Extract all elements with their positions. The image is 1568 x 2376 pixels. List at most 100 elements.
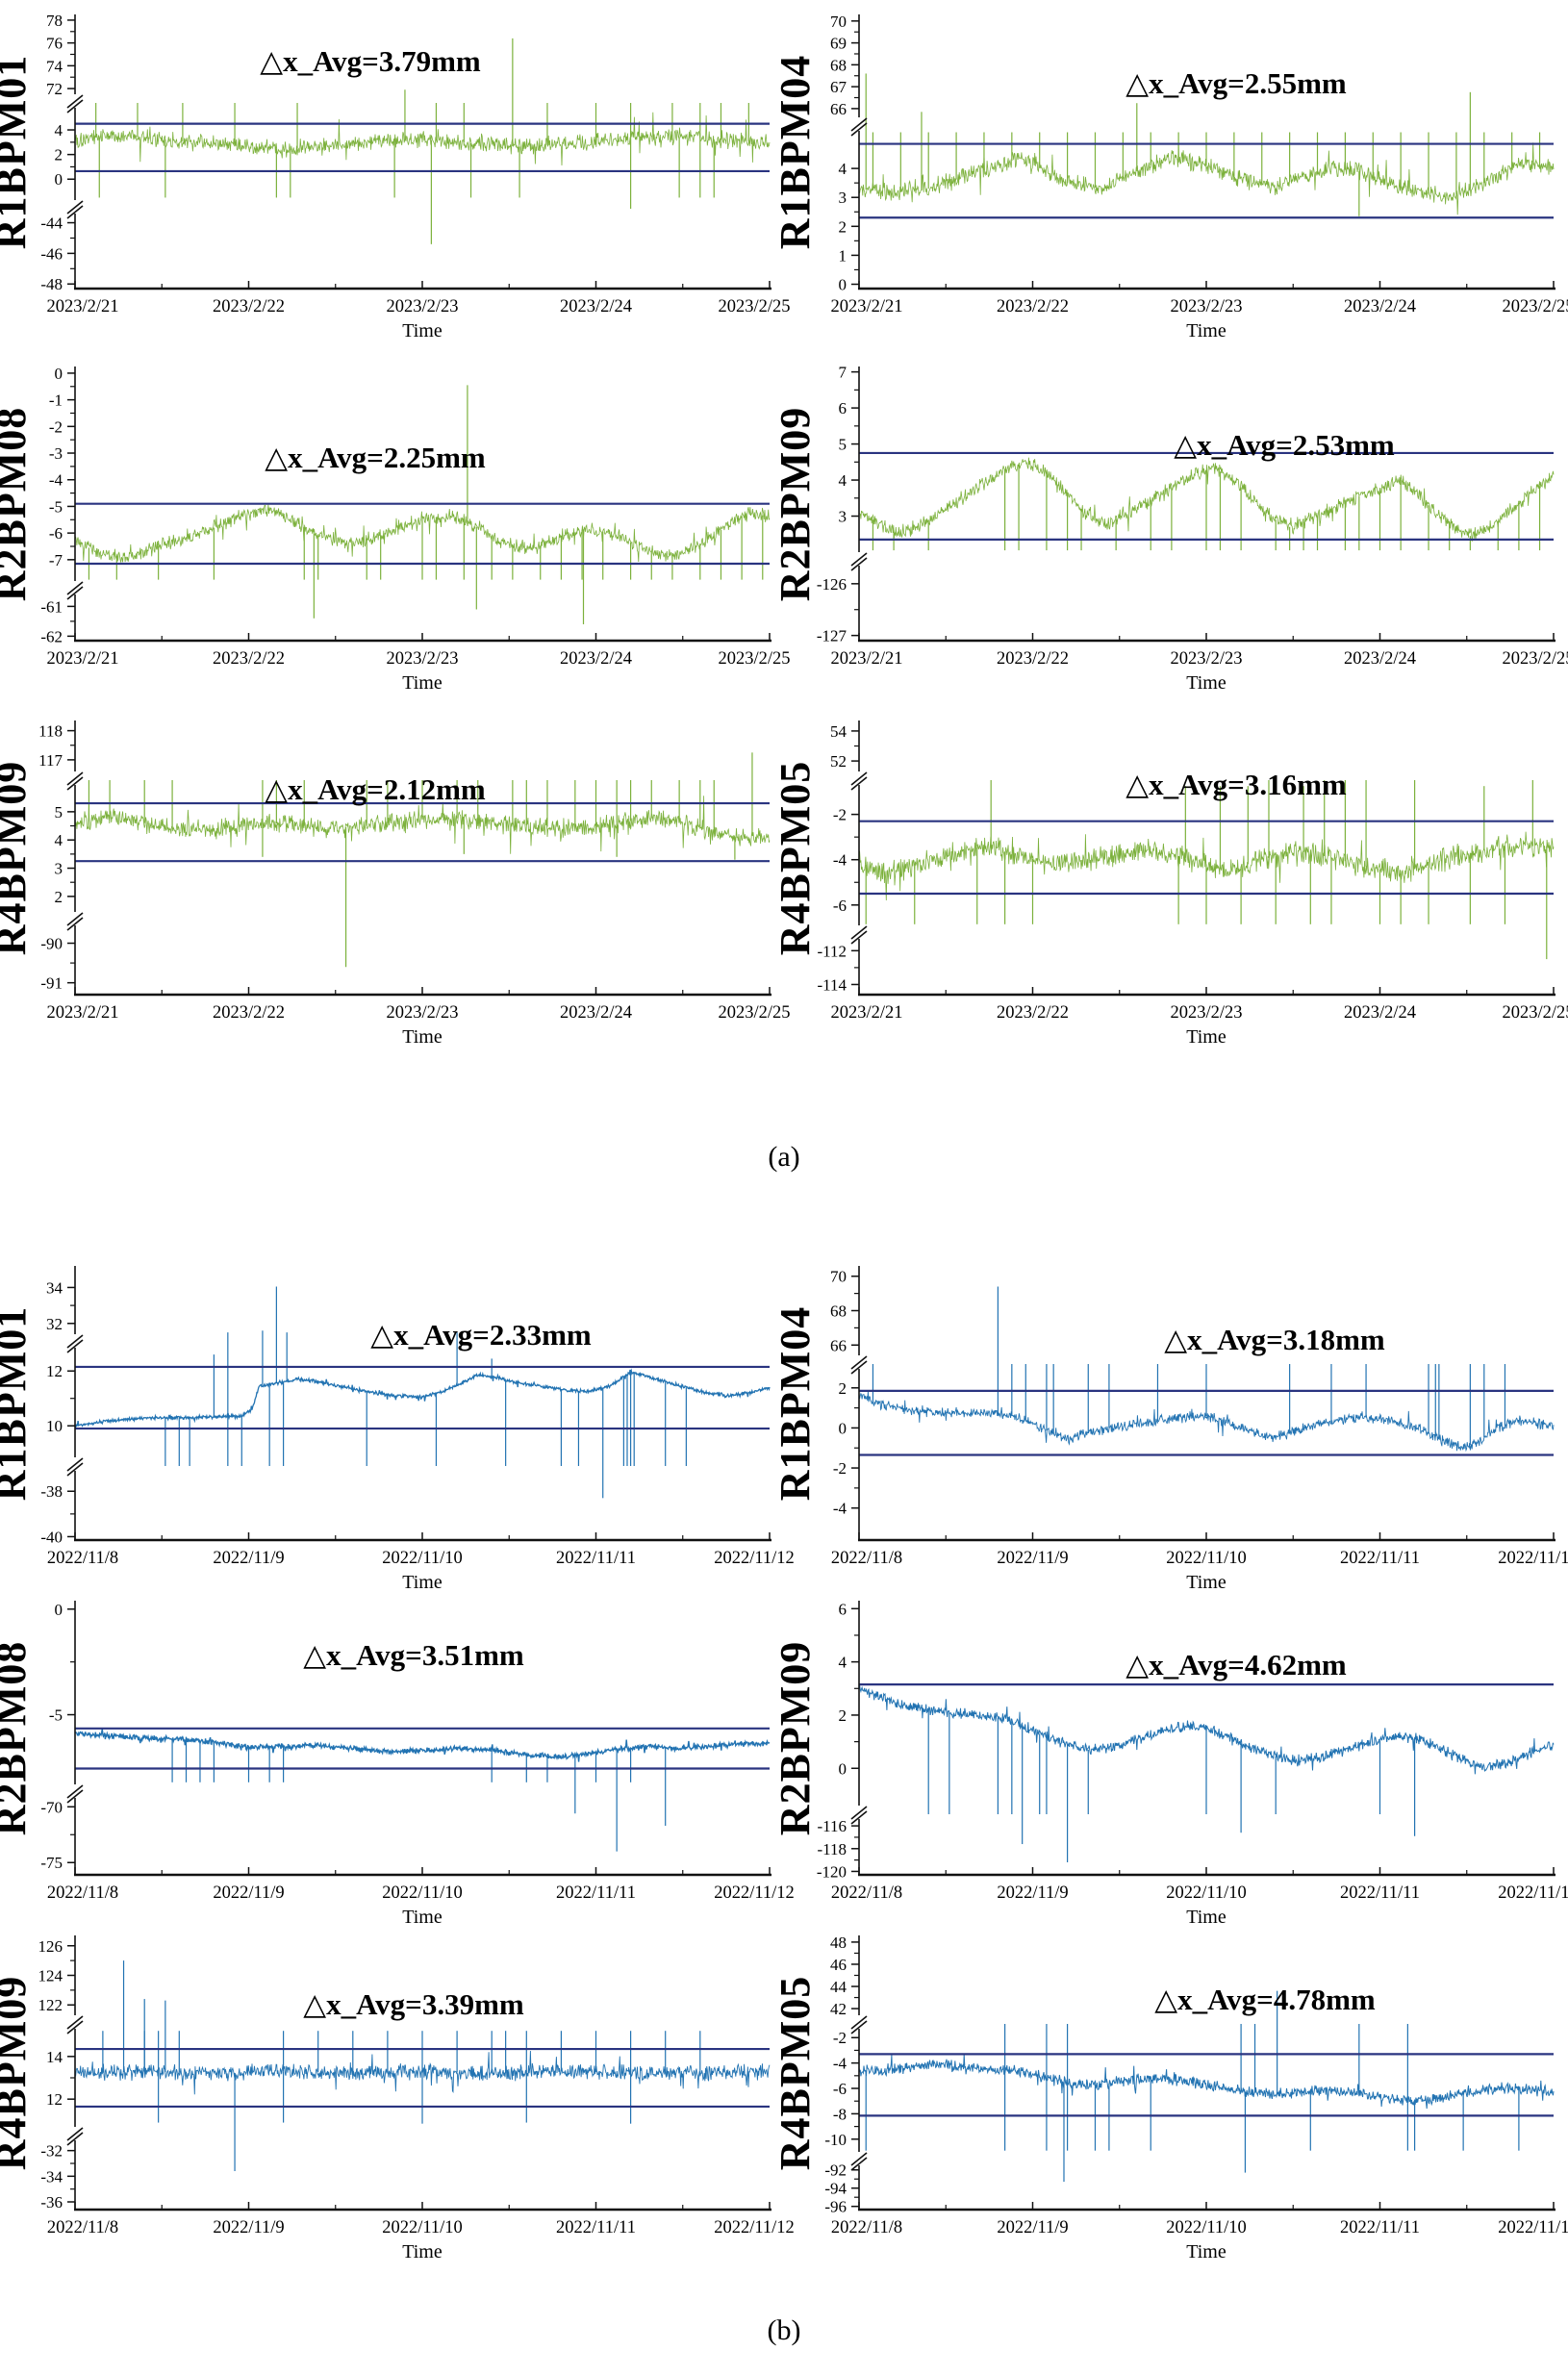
svg-text:-127: -127 [817,627,847,645]
svg-text:2023/2/24: 2023/2/24 [1344,297,1416,316]
svg-text:2023/2/22: 2023/2/22 [997,1003,1069,1023]
svg-text:12: 12 [46,1362,63,1380]
svg-text:1: 1 [839,246,847,265]
svg-text:-120: -120 [817,1862,847,1881]
svg-text:Time: Time [402,1026,443,1048]
svg-text:2023/2/23: 2023/2/23 [1170,1003,1242,1023]
svg-text:-6: -6 [833,897,847,915]
svg-text:-75: -75 [40,1854,63,1872]
svg-text:4: 4 [55,831,63,849]
svg-text:66: 66 [830,100,847,118]
svg-text:7: 7 [839,364,847,382]
subplot-b-r1bpm04: 70 68 66 2 0 -2 -4 2022/11/8 2022/11/9 2022/11/10… [771,1253,1568,1600]
svg-text:2023/2/23: 2023/2/23 [386,649,458,669]
svg-text:2023/2/22: 2023/2/22 [213,297,285,316]
svg-text:Time: Time [1186,320,1227,341]
svg-text:69: 69 [830,35,847,53]
svg-text:48: 48 [830,1934,847,1952]
svg-text:2023/2/24: 2023/2/24 [560,1003,632,1023]
svg-text:-112: -112 [817,942,847,960]
svg-text:△x_Avg=2.25mm: △x_Avg=2.25mm [265,441,486,474]
svg-text:Time: Time [402,1572,443,1593]
svg-text:2022/11/8: 2022/11/8 [47,1883,118,1903]
subplot-b-r1bpm01: 34 32 12 10 -38 -40 2022/11/8 2022/11/9 2022/11/… [0,1253,795,1600]
svg-text:76: 76 [46,35,63,53]
svg-text:2022/11/10: 2022/11/10 [382,1549,463,1568]
svg-text:△x_Avg=2.12mm: △x_Avg=2.12mm [265,772,486,806]
svg-text:-4: -4 [833,851,847,870]
svg-text:126: 126 [38,1937,63,1956]
svg-text:2023/2/21: 2023/2/21 [46,297,118,316]
svg-text:△x_Avg=3.39mm: △x_Avg=3.39mm [303,1987,524,2021]
svg-text:R2BPM09: R2BPM09 [771,407,819,602]
svg-text:-62: -62 [40,627,63,645]
svg-text:2022/11/11: 2022/11/11 [556,1883,636,1903]
svg-text:2022/11/12: 2022/11/12 [1498,1549,1568,1568]
svg-text:2022/11/12: 2022/11/12 [1498,2218,1568,2237]
svg-text:42: 42 [830,2000,847,2018]
chart-b-r1bpm01: 34 32 12 10 -38 -40 2022/11/8 2022/11/9 2022/11/… [0,1266,795,1593]
svg-text:52: 52 [830,752,847,771]
subplot-a-r1bpm04: 70 69 68 67 66 4 3 2 1 0 2023/2/21 2023/2/22 2023/2/… [771,2,1568,348]
svg-text:Time: Time [1186,1026,1227,1048]
svg-text:2023/2/24: 2023/2/24 [560,649,632,669]
svg-text:78: 78 [46,12,63,30]
svg-text:-38: -38 [40,1482,63,1501]
svg-text:-4: -4 [833,1500,847,1518]
svg-text:2022/11/11: 2022/11/11 [556,2218,636,2237]
svg-text:0: 0 [839,1419,847,1437]
subplot-a-r4bpm05: 54 52 -2 -4 -6 -112 -114 2023/2/21 2023/2/22 2023… [771,708,1568,1054]
svg-text:70: 70 [830,13,847,31]
svg-text:124: 124 [38,1967,63,1985]
svg-text:2: 2 [55,146,63,164]
svg-text:2: 2 [55,888,63,906]
svg-text:3: 3 [839,508,847,526]
svg-text:2022/11/9: 2022/11/9 [997,1883,1068,1903]
chart-b-r4bpm09: 126 124 122 14 12 -32 -34 -36 2022/11/8 2022/11/9… [0,1935,795,2262]
chart-b-r2bpm08: 0 -5 -70 -75 2022/11/8 2022/11/9 2022/11/10 202… [0,1601,795,1928]
svg-text:R1BPM01: R1BPM01 [0,1306,35,1502]
svg-text:6: 6 [839,399,847,417]
svg-text:14: 14 [46,2048,63,2066]
svg-text:2023/2/25: 2023/2/25 [1502,649,1568,669]
subplot-a-r2bpm09: 7 6 5 4 3 -126 -127 2023/2/21 2023/2/22 2023/2/23… [771,354,1568,700]
svg-text:2022/11/12: 2022/11/12 [714,1549,795,1568]
svg-text:-6: -6 [833,2080,847,2098]
svg-text:2022/11/11: 2022/11/11 [1340,2218,1420,2237]
svg-text:2022/11/9: 2022/11/9 [997,1549,1068,1568]
svg-text:2023/2/25: 2023/2/25 [718,297,790,316]
chart-a-r4bpm09: 118 117 5 4 3 2 -90 -91 2023/2/21 2023/2/22 2023/2… [0,720,791,1048]
svg-text:70: 70 [830,1268,847,1286]
svg-text:-7: -7 [49,551,63,569]
panel-a-caption: (a) [768,1141,800,1173]
subplot-b-r4bpm05: 48 46 44 42 -2 -4 -6 -8 -10 -92 -94 -96 2022/11/8 202… [771,1923,1568,2269]
svg-text:-5: -5 [49,1706,63,1725]
svg-text:Time: Time [1186,2241,1227,2262]
svg-text:2022/11/12: 2022/11/12 [714,1883,795,1903]
svg-text:0: 0 [55,170,63,189]
svg-text:△x_Avg=3.79mm: △x_Avg=3.79mm [260,44,481,78]
subplot-b-r2bpm09: 6 4 2 0 -116 -118 -120 2022/11/8 2022/11/9 2022/1… [771,1588,1568,1934]
svg-text:-3: -3 [49,444,63,463]
svg-text:2022/11/9: 2022/11/9 [997,2218,1068,2237]
subplot-a-r1bpm01: 78 76 74 72 4 2 0 -44 -46 -48 2023/2/21 2023/2/22 20… [0,2,791,348]
svg-text:2023/2/24: 2023/2/24 [1344,649,1416,669]
svg-text:12: 12 [46,2090,63,2109]
svg-text:-2: -2 [833,1459,847,1478]
svg-text:54: 54 [830,722,847,741]
svg-text:-40: -40 [40,1528,63,1546]
svg-text:68: 68 [830,56,847,74]
svg-text:-10: -10 [824,2131,847,2149]
svg-text:-94: -94 [824,2180,847,2198]
svg-text:2022/11/8: 2022/11/8 [831,1883,902,1903]
svg-text:Time: Time [402,1907,443,1928]
svg-text:2023/2/23: 2023/2/23 [1170,649,1242,669]
svg-text:0: 0 [839,275,847,293]
svg-text:2022/11/9: 2022/11/9 [213,1549,284,1568]
svg-text:2023/2/25: 2023/2/25 [1502,1003,1568,1023]
svg-text:118: 118 [38,722,63,741]
svg-text:-6: -6 [49,524,63,543]
svg-text:-34: -34 [40,2167,63,2186]
